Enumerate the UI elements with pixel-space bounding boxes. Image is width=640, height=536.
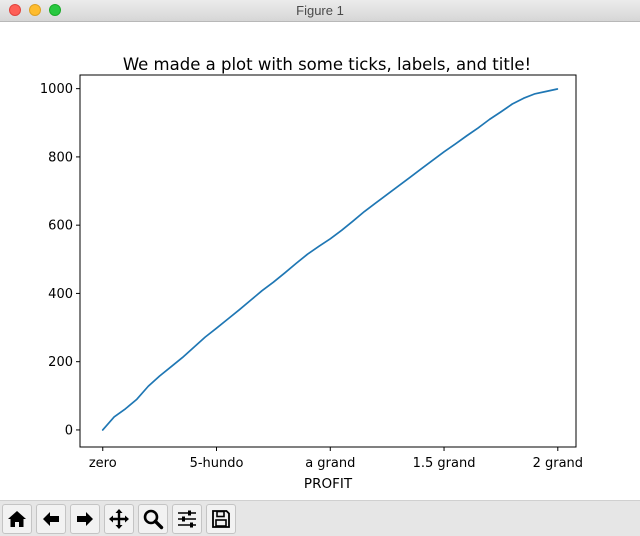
pan-button[interactable] — [104, 504, 134, 534]
maximize-window-button[interactable] — [49, 4, 61, 16]
y-tick-label: 200 — [48, 355, 73, 370]
pan-icon — [109, 509, 129, 529]
close-window-button[interactable] — [9, 4, 21, 16]
x-axis-label: PROFIT — [304, 476, 353, 492]
series-line — [101, 88, 559, 431]
home-button[interactable] — [2, 504, 32, 534]
back-button[interactable] — [36, 504, 66, 534]
y-tick-label: 600 — [48, 219, 73, 234]
x-tick-label: 2 grand — [533, 456, 583, 471]
back-arrow-icon — [43, 512, 59, 526]
figure-canvas: We made a plot with some ticks, labels, … — [0, 22, 640, 500]
zoom-icon — [143, 509, 164, 530]
save-button[interactable] — [206, 504, 236, 534]
y-tick-label: 400 — [48, 287, 73, 302]
x-tick-label: 5-hundo — [190, 456, 244, 471]
chart-title: We made a plot with some ticks, labels, … — [123, 55, 531, 74]
minimize-window-button[interactable] — [29, 4, 41, 16]
subplots-config-icon — [178, 510, 196, 528]
subplots-config-button[interactable] — [172, 504, 202, 534]
forward-arrow-icon — [77, 512, 93, 526]
home-icon — [8, 511, 26, 527]
plot-area — [79, 74, 577, 448]
x-axis: zero 5-hundo a grand 1.5 grand 2 grand — [89, 447, 583, 471]
zoom-button[interactable] — [138, 504, 168, 534]
navigation-toolbar — [0, 500, 640, 536]
line-chart: We made a plot with some ticks, labels, … — [40, 55, 583, 492]
title-bar[interactable]: Figure 1 — [0, 0, 640, 22]
forward-button[interactable] — [70, 504, 100, 534]
y-axis: 0 200 400 600 800 1000 — [40, 82, 80, 438]
x-tick-label: a grand — [305, 456, 355, 471]
x-tick-label: 1.5 grand — [413, 456, 476, 471]
y-tick-label: 0 — [65, 423, 73, 438]
series-lines — [101, 88, 559, 431]
y-tick-label: 1000 — [40, 82, 73, 97]
y-tick-label: 800 — [48, 150, 73, 165]
x-tick-label: zero — [89, 456, 117, 471]
window-title: Figure 1 — [296, 3, 344, 18]
save-icon — [212, 510, 230, 528]
